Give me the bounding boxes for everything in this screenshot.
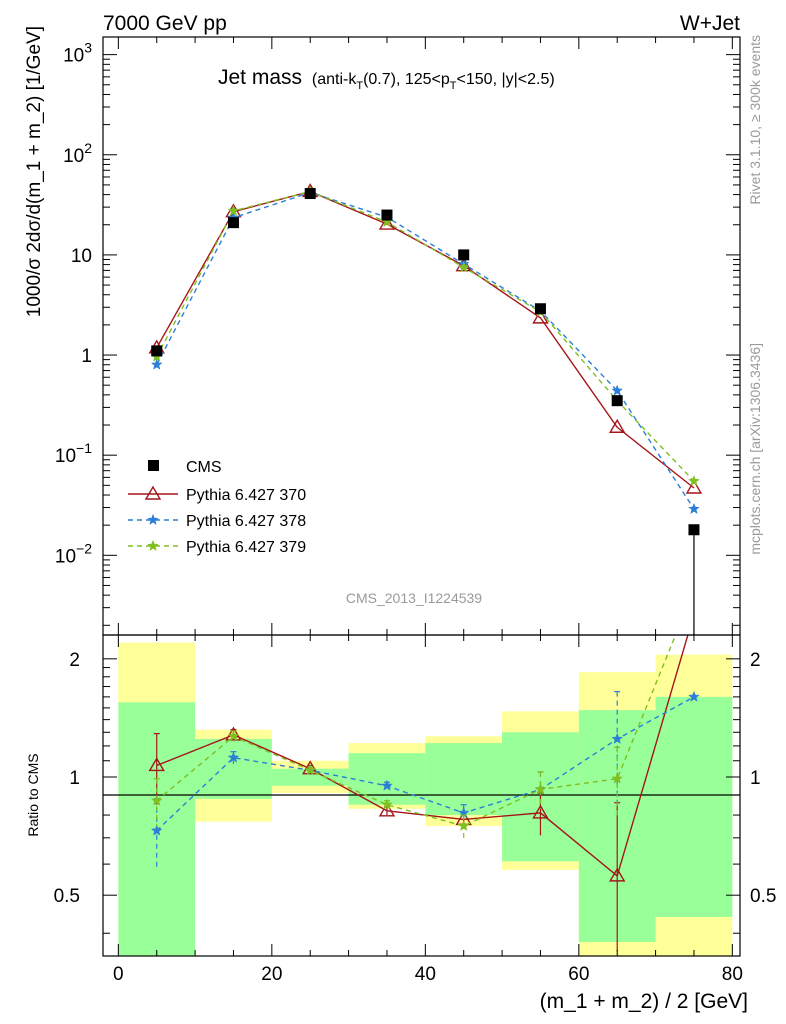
- x-axis-label: (m_1 + m_2) / 2 [GeV]: [540, 990, 748, 1013]
- ratio-point-1: [227, 751, 240, 763]
- ratio-tick-label-right: 0.5: [750, 886, 776, 907]
- data-point-cms: [151, 345, 163, 357]
- ratio-line-1: [156, 696, 695, 832]
- ratio-point-0: [148, 757, 165, 772]
- x-tick-label: 60: [568, 964, 589, 985]
- ratio-point-1: [688, 690, 700, 702]
- mcplots-label: mcplots.cern.ch [arXiv:1306.3436]: [747, 343, 763, 555]
- data-point-cms: [304, 188, 316, 200]
- data-point-cms: [458, 249, 470, 261]
- y-tick-label: 10: [71, 246, 92, 267]
- ratio-band-inner: [195, 738, 272, 799]
- series-point-0: [532, 309, 549, 324]
- ratio-point-1: [611, 732, 624, 744]
- legend-label-cms: CMS: [186, 459, 222, 476]
- y-tick-label: 10−1: [55, 440, 92, 467]
- ratio-point-1: [150, 824, 163, 836]
- ratio-point-2: [534, 783, 547, 795]
- plot-title: Jet mass (anti-kT(0.7), 125<pT<150, |y|<…: [218, 66, 555, 92]
- series-point-0: [685, 479, 703, 494]
- plot-title-main: Jet mass: [218, 66, 302, 89]
- ratio-tick-label-left: 2: [69, 650, 80, 671]
- y-axis-label: 1000/σ 2dσ/d(m_1 + m_2) [1/GeV]: [24, 26, 45, 317]
- ratio-y-axis-label: Ratio to CMS: [25, 753, 41, 836]
- legend-marker-0: [144, 485, 162, 500]
- plot-title-cuts: (anti-kT(0.7), 125<pT<150, |y|<2.5): [312, 71, 555, 92]
- data-point-cms: [381, 209, 393, 221]
- data-point-cms: [611, 395, 623, 407]
- data-point-cms: [534, 303, 546, 315]
- y-tick-label: 10−2: [55, 540, 92, 567]
- ratio-band-inner: [271, 768, 349, 786]
- ratio-band-inner: [348, 753, 426, 805]
- ratio-line-2: [156, 635, 677, 827]
- ratio-point-2: [611, 772, 624, 784]
- ratio-band-inner: [425, 743, 503, 816]
- y-tick-label: 1: [81, 346, 92, 367]
- series-point-0: [378, 215, 396, 230]
- series-point-1: [150, 358, 163, 370]
- series-point-2: [227, 204, 240, 216]
- x-tick-label: 80: [722, 964, 743, 985]
- x-tick-label: 0: [113, 964, 124, 985]
- ratio-tick-label-left: 0.5: [54, 886, 80, 907]
- series-line-2: [156, 190, 695, 482]
- analysis-id: CMS_2013_I1224539: [346, 590, 482, 606]
- x-tick-label: 40: [415, 964, 436, 985]
- y-tick-label: 103: [63, 40, 92, 67]
- legend-label-0: Pythia 6.427 370: [186, 487, 306, 504]
- legend-marker-2: [147, 539, 159, 551]
- ratio-band-inner: [655, 696, 733, 917]
- legend-marker-1: [147, 513, 159, 525]
- series-line-1: [156, 191, 695, 510]
- series-point-1: [688, 502, 700, 515]
- ratio-tick-label-right: 2: [750, 650, 761, 671]
- legend: CMS Pythia 6.427 370 Pythia 6.427 378 Pyth…: [128, 459, 306, 556]
- ratio-point-2: [304, 764, 317, 776]
- series-point-2: [457, 261, 470, 273]
- ratio-point-0: [532, 804, 549, 819]
- legend-label-1: Pythia 6.427 378: [186, 513, 306, 530]
- ratio-frame: [102, 634, 741, 957]
- series-line-0: [156, 190, 695, 489]
- ratio-point-0: [301, 760, 319, 775]
- ratio-point-2: [457, 819, 470, 832]
- ratio-point-2: [381, 798, 393, 810]
- collision-label: 7000 GeV pp: [103, 12, 227, 35]
- rivet-version-label: Rivet 3.1.10, ≥ 300k events: [747, 35, 763, 205]
- process-label: W+Jet: [680, 12, 740, 35]
- legend-marker-cms: [148, 460, 159, 471]
- ratio-point-0: [378, 802, 396, 817]
- series-point-0: [455, 257, 472, 272]
- series-point-2: [688, 474, 700, 487]
- x-tick-label: 20: [261, 964, 282, 985]
- ratio-point-2: [150, 794, 163, 806]
- data-point-cms: [227, 217, 239, 229]
- legend-label-2: Pythia 6.427 379: [186, 539, 306, 556]
- ratio-point-1: [381, 779, 393, 791]
- series-point-1: [611, 384, 624, 396]
- ratio-point-0: [608, 867, 626, 882]
- series-point-0: [608, 418, 626, 433]
- ratio-point-2: [227, 730, 240, 742]
- ratio-tick-label-right: 1: [750, 768, 761, 789]
- y-tick-label: 102: [63, 140, 92, 167]
- ratio-tick-label-left: 1: [69, 768, 80, 789]
- ratio-point-0: [225, 726, 242, 741]
